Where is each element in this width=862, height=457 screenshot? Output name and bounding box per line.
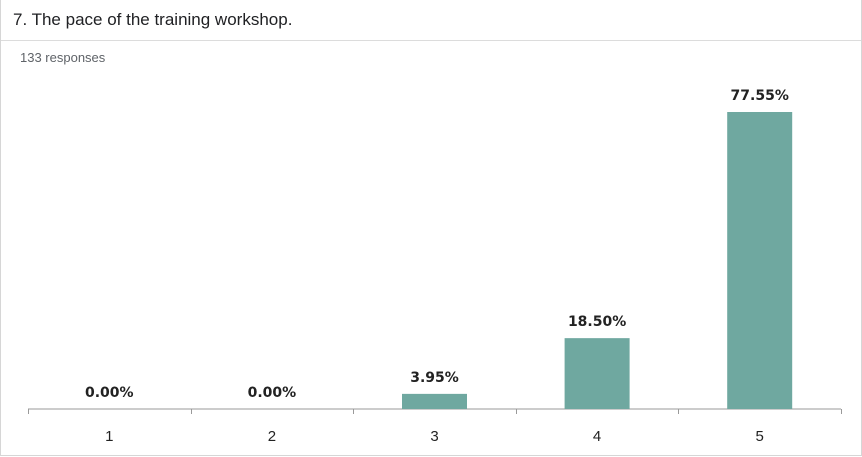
- question-title: 7. The pace of the training workshop.: [13, 10, 293, 29]
- response-count: 133 responses: [20, 50, 106, 65]
- data-label-5: 77.55%: [731, 88, 789, 104]
- x-tick-label-4: 4: [593, 428, 601, 445]
- x-tick-label-5: 5: [756, 428, 764, 445]
- bar-4: [564, 338, 630, 409]
- x-tick-label-1: 1: [105, 428, 113, 445]
- x-tick-label-2: 2: [268, 428, 276, 445]
- bar-5: [727, 112, 793, 409]
- question-header: 7. The pace of the training workshop.: [1, 0, 861, 41]
- data-label-1: 0.00%: [85, 385, 134, 401]
- data-label-4: 18.50%: [568, 314, 626, 330]
- x-tick-label-3: 3: [430, 428, 438, 445]
- data-label-3: 3.95%: [410, 370, 459, 386]
- data-label-2: 0.00%: [248, 385, 297, 401]
- bar-3: [402, 393, 467, 409]
